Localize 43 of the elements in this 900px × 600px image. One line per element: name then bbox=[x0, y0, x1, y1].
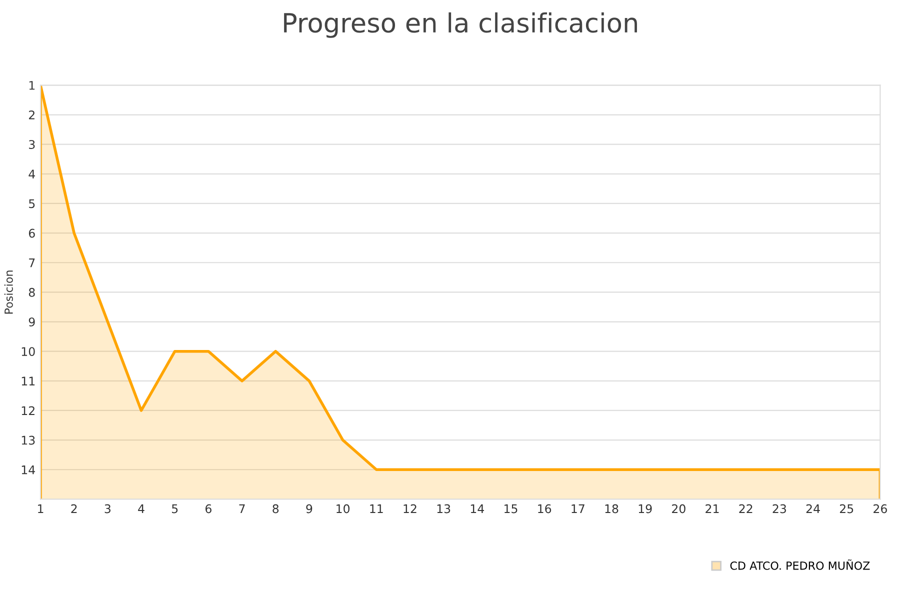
y-axis-title: Posicion bbox=[4, 270, 13, 314]
y-tick-label: 5 bbox=[29, 199, 35, 208]
x-tick-label: 25 bbox=[840, 504, 854, 514]
x-tick-label: 15 bbox=[504, 504, 518, 514]
y-tick-label: 3 bbox=[29, 140, 35, 149]
y-tick-label: 4 bbox=[28, 170, 35, 178]
chart-title: Progreso en la clasificacion bbox=[284, 12, 637, 38]
x-tick-label: 13 bbox=[437, 504, 450, 514]
x-tick-label: 26 bbox=[874, 504, 887, 514]
x-tick-label: 22 bbox=[739, 504, 752, 514]
x-tick-label: 18 bbox=[605, 504, 618, 514]
x-tick-label: 23 bbox=[772, 504, 786, 514]
x-tick-label: 9 bbox=[306, 504, 312, 514]
x-tick-label: 20 bbox=[672, 504, 686, 514]
x-tick-label: 6 bbox=[206, 504, 212, 514]
x-tick-label: 3 bbox=[104, 504, 110, 514]
y-tick-label: 6 bbox=[28, 228, 35, 238]
x-tick-label: 17 bbox=[572, 504, 584, 514]
y-tick-label: 1 bbox=[29, 81, 35, 90]
x-tick-label: 24 bbox=[806, 504, 820, 514]
y-tick-label: 7 bbox=[29, 258, 35, 268]
y-tick-label: 2 bbox=[28, 110, 34, 120]
x-tick-label: 7 bbox=[239, 504, 245, 514]
legend-label: CD ATCO. PEDRO MUÑOZ bbox=[730, 559, 870, 570]
x-tick-label: 12 bbox=[404, 504, 416, 514]
x-tick-label: 10 bbox=[336, 504, 350, 514]
x-tick-label: 19 bbox=[638, 504, 652, 514]
y-tick-label: 14 bbox=[22, 466, 35, 474]
x-tick-label: 1 bbox=[38, 504, 44, 514]
y-tick-label: 11 bbox=[22, 376, 35, 386]
x-tick-label: 2 bbox=[71, 504, 77, 514]
y-tick-label: 10 bbox=[22, 347, 35, 356]
x-tick-label: 4 bbox=[138, 504, 144, 514]
x-tick-label: 11 bbox=[370, 504, 383, 514]
y-tick-label: 13 bbox=[22, 436, 35, 445]
x-tick-label: 14 bbox=[470, 504, 484, 514]
x-tick-label: 16 bbox=[538, 504, 552, 514]
x-tick-label: 5 bbox=[172, 504, 178, 514]
y-tick-label: 9 bbox=[28, 317, 35, 326]
y-tick-label: 8 bbox=[28, 288, 35, 297]
y-tick-label: 12 bbox=[22, 406, 34, 415]
x-tick-label: 8 bbox=[272, 504, 279, 514]
x-tick-label: 21 bbox=[706, 504, 719, 514]
